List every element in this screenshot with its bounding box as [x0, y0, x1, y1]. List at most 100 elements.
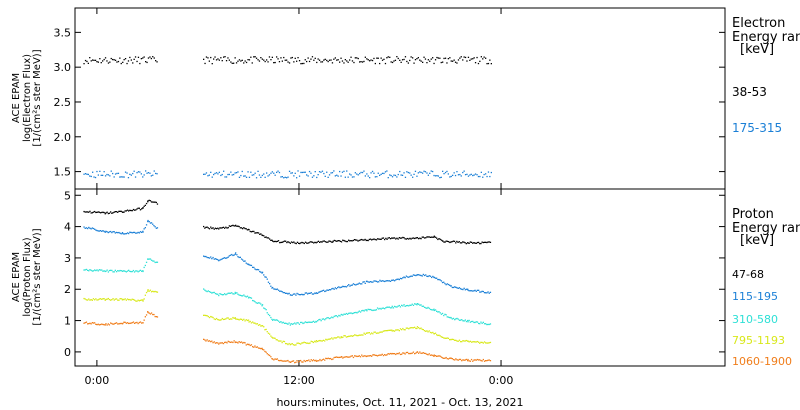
data-point-1060-1900	[387, 353, 389, 355]
data-point-310-580	[416, 303, 419, 305]
data-point-47-68	[273, 241, 275, 243]
data-point-175-315	[406, 171, 408, 173]
data-point-310-580	[265, 309, 267, 311]
data-point-47-68	[461, 242, 463, 244]
data-point-115-195	[475, 290, 477, 292]
data-point-795-1193	[117, 299, 119, 301]
data-point-47-68	[359, 239, 362, 241]
data-point-115-195	[155, 227, 157, 229]
data-point-47-68	[458, 241, 460, 243]
data-point-175-315	[370, 172, 372, 174]
data-point-795-1193	[242, 319, 244, 321]
data-point-38-53	[126, 62, 128, 65]
data-point-38-53	[92, 59, 94, 61]
data-point-38-53	[470, 58, 472, 60]
data-point-1060-1900	[124, 321, 126, 323]
data-point-38-53	[328, 59, 331, 61]
data-point-310-580	[105, 270, 107, 272]
data-point-47-68	[256, 232, 258, 234]
electron-legend-title: Electron	[732, 16, 785, 31]
data-point-1060-1900	[137, 322, 139, 325]
data-point-310-580	[294, 322, 296, 324]
data-point-175-315	[230, 171, 232, 173]
data-point-38-53	[337, 59, 339, 61]
data-point-175-315	[452, 174, 454, 176]
data-point-47-68	[346, 240, 349, 243]
data-point-310-580	[396, 306, 398, 308]
data-point-47-68	[438, 238, 440, 240]
data-point-47-68	[212, 227, 214, 229]
data-point-47-68	[416, 237, 419, 239]
data-point-175-315	[300, 171, 302, 174]
data-point-795-1193	[474, 341, 476, 343]
data-point-1060-1900	[105, 323, 107, 325]
data-point-38-53	[357, 57, 359, 60]
data-point-115-195	[267, 281, 270, 283]
data-point-38-53	[276, 56, 278, 58]
data-point-310-580	[225, 294, 227, 296]
data-point-310-580	[132, 269, 135, 272]
data-point-795-1193	[101, 298, 103, 300]
data-point-115-195	[319, 291, 321, 293]
data-point-310-580	[234, 291, 236, 294]
data-point-115-195	[261, 271, 264, 273]
data-point-38-53	[371, 59, 374, 62]
data-point-115-195	[488, 292, 490, 294]
data-point-47-68	[489, 241, 492, 243]
data-point-1060-1900	[367, 355, 369, 357]
data-point-115-195	[324, 290, 326, 293]
data-point-1060-1900	[104, 324, 106, 326]
data-point-1060-1900	[256, 346, 258, 348]
data-point-1060-1900	[228, 341, 230, 343]
data-point-115-195	[102, 230, 104, 232]
data-point-38-53	[247, 59, 249, 61]
data-point-310-580	[277, 320, 280, 322]
data-point-38-53	[453, 59, 455, 61]
data-point-1060-1900	[457, 359, 459, 361]
data-point-175-315	[203, 173, 205, 175]
data-point-38-53	[439, 57, 441, 59]
data-point-795-1193	[266, 331, 268, 333]
data-point-795-1193	[440, 336, 443, 338]
data-point-310-580	[150, 259, 153, 261]
data-point-795-1193	[259, 324, 261, 326]
data-point-47-68	[147, 200, 149, 202]
data-point-47-68	[149, 200, 152, 202]
data-point-175-315	[280, 176, 282, 178]
data-point-47-68	[445, 240, 447, 242]
data-point-310-580	[372, 309, 374, 312]
data-point-795-1193	[363, 332, 365, 334]
data-point-310-580	[319, 318, 321, 321]
data-point-795-1193	[310, 340, 312, 342]
data-point-38-53	[208, 60, 210, 62]
data-point-310-580	[213, 291, 215, 294]
x-axis-title: hours:minutes, Oct. 11, 2021 - Oct. 13, …	[276, 396, 523, 409]
data-point-38-53	[255, 57, 258, 59]
data-point-795-1193	[125, 299, 127, 301]
data-point-47-68	[442, 240, 444, 242]
data-point-175-315	[307, 175, 309, 177]
legend-label-1060-1900: 1060-1900	[732, 355, 792, 368]
data-point-1060-1900	[381, 353, 383, 355]
data-point-115-195	[351, 284, 353, 286]
data-point-47-68	[276, 240, 278, 242]
data-point-38-53	[317, 58, 319, 60]
data-point-38-53	[258, 60, 261, 62]
data-point-1060-1900	[129, 322, 131, 324]
data-point-47-68	[375, 239, 378, 241]
data-point-47-68	[248, 229, 250, 231]
data-point-795-1193	[423, 330, 426, 332]
data-point-115-195	[92, 227, 95, 230]
data-point-1060-1900	[356, 355, 358, 358]
data-point-310-580	[431, 309, 433, 311]
data-point-1060-1900	[264, 350, 266, 353]
data-point-38-53	[93, 59, 95, 61]
data-point-115-195	[396, 278, 398, 280]
data-point-115-195	[248, 264, 250, 266]
data-point-47-68	[393, 237, 396, 239]
data-point-175-315	[261, 174, 263, 177]
data-point-310-580	[97, 270, 99, 272]
data-point-310-580	[113, 271, 115, 273]
data-point-1060-1900	[438, 355, 440, 357]
data-point-115-195	[222, 257, 225, 259]
